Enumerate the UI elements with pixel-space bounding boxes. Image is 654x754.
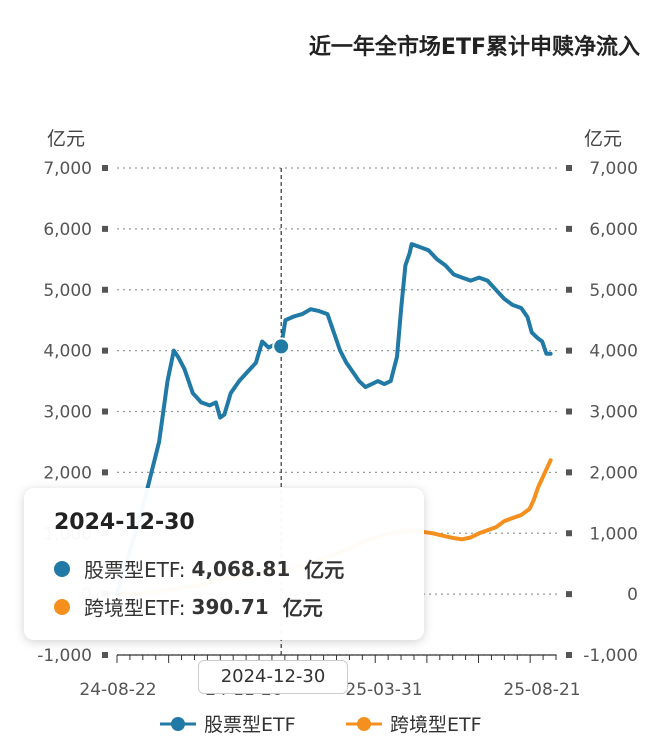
tick-marker [102, 286, 108, 293]
y-tick-label-right: 6,000 [589, 220, 638, 240]
tooltip-unit: 亿元 [282, 596, 323, 620]
tooltip-marker-stock [54, 560, 70, 577]
tick-marker [102, 469, 108, 476]
y-tick-label-right: -1,000 [583, 646, 638, 666]
tick-marker [566, 530, 572, 537]
y-tick-label-left: 6,000 [43, 220, 92, 240]
tick-marker [102, 165, 108, 171]
x-tick-label: 25-03-31 [345, 680, 422, 700]
legend-label-stock: 股票型ETF [204, 714, 296, 736]
tick-marker [566, 408, 572, 415]
tooltip: 2024-12-30 股票型ETF: 4,068.81 亿元 跨境型ETF: 3… [24, 488, 424, 640]
series-line-stock [115, 242, 553, 597]
tick-marker [102, 347, 108, 354]
legend-item-stock[interactable]: 股票型ETF [160, 714, 296, 736]
tooltip-series-name: 股票型ETF: [84, 558, 186, 582]
tooltip-row-cross: 跨境型ETF: 390.71 亿元 [54, 592, 323, 621]
tooltip-marker-cross [54, 598, 70, 615]
tick-marker [566, 165, 572, 171]
legend: 股票型ETF 跨境型ETF [160, 714, 482, 736]
tick-marker [102, 225, 108, 232]
y-tick-label-right: 0 [627, 585, 638, 605]
y-tick-label-right: 5,000 [589, 281, 638, 301]
tick-marker [566, 591, 572, 598]
axis-pointer-label: 2024-12-30 [198, 660, 348, 694]
tooltip-value: 390.71 [191, 594, 269, 619]
y-tick-label-left: 3,000 [43, 403, 92, 423]
y-tick-label-right: 7,000 [589, 159, 638, 179]
x-tick-label: 24-08-22 [79, 680, 156, 700]
chart-title: 近一年全市场ETF累计申赎净流入 [309, 34, 640, 60]
tick-marker [566, 347, 572, 354]
tick-marker [566, 286, 572, 293]
tooltip-row-stock: 股票型ETF: 4,068.81 亿元 [54, 554, 344, 583]
right-axis-unit: 亿元 [584, 128, 622, 150]
y-tick-label-left: 4,000 [43, 342, 92, 362]
y-axis-ticks: -1,000-1,000001,0001,0002,0002,0003,0003… [37, 159, 638, 666]
y-tick-label-right: 2,000 [589, 463, 638, 483]
tick-marker [566, 225, 572, 232]
tick-marker [102, 408, 108, 415]
y-tick-label-left: 7,000 [43, 159, 92, 179]
y-tick-label-right: 4,000 [589, 342, 638, 362]
y-tick-label-left: 2,000 [43, 463, 92, 483]
y-tick-label-right: 3,000 [589, 403, 638, 423]
y-tick-label-right: 1,000 [589, 524, 638, 544]
y-tick-label-left: 5,000 [43, 281, 92, 301]
tick-marker [566, 469, 572, 476]
tooltip-date: 2024-12-30 [54, 510, 195, 535]
y-tick-label-left: -1,000 [37, 646, 92, 666]
tooltip-value: 4,068.81 [191, 556, 291, 581]
tick-marker [566, 652, 572, 658]
hover-point-stock[interactable] [272, 337, 291, 356]
legend-item-cross[interactable]: 跨境型ETF [346, 714, 482, 736]
legend-label-cross: 跨境型ETF [390, 714, 482, 736]
x-tick-label: 25-08-21 [503, 680, 580, 700]
tooltip-unit: 亿元 [304, 558, 345, 582]
left-axis-unit: 亿元 [47, 128, 85, 150]
tick-marker [102, 652, 108, 658]
tooltip-series-name: 跨境型ETF: [84, 596, 186, 620]
